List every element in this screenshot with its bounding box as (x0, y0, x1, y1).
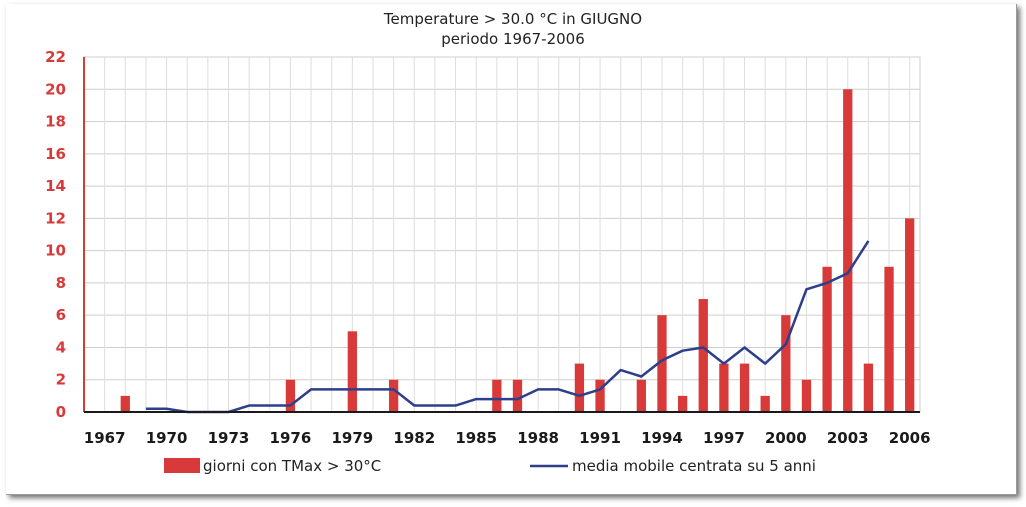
plot-border (83, 56, 921, 413)
bar (781, 315, 791, 412)
y-tick-label: 2 (56, 371, 66, 389)
y-tick-label: 0 (56, 403, 66, 421)
bar (905, 218, 915, 412)
chart-title: Temperature > 30.0 °C in GIUGNO (383, 10, 643, 28)
y-tick-label: 22 (45, 48, 66, 66)
x-tick-label: 1973 (208, 429, 250, 447)
y-tick-label: 16 (45, 145, 66, 163)
y-tick-label: 20 (45, 80, 66, 98)
legend-swatch-bars (164, 458, 200, 473)
y-tick-label: 8 (56, 274, 66, 292)
y-tick-label: 6 (56, 306, 66, 324)
bar (843, 89, 853, 412)
bar (512, 379, 523, 412)
bar (739, 363, 750, 412)
x-tick-label: 1970 (146, 429, 188, 447)
bar (760, 395, 770, 412)
y-tick-label: 4 (56, 338, 66, 356)
legend-label-bars: giorni con TMax > 30°C (203, 457, 381, 475)
bar (719, 363, 729, 412)
bar (574, 363, 585, 412)
legend-label-line: media mobile centrata su 5 anni (572, 457, 816, 475)
x-tick-label: 2000 (765, 429, 807, 447)
y-tick-label: 14 (45, 177, 66, 195)
x-tick-label: 1994 (641, 429, 683, 447)
bar (285, 379, 296, 412)
x-tick-label: 1976 (270, 429, 312, 447)
moving-average-line (145, 240, 870, 414)
bar (677, 395, 688, 412)
y-tick-label: 18 (45, 113, 66, 131)
bar (698, 299, 708, 412)
bar (822, 266, 832, 412)
y-tick-label: 12 (45, 209, 66, 227)
bar (636, 379, 646, 412)
bar (492, 379, 502, 412)
bar (863, 363, 874, 412)
bar (884, 266, 894, 412)
x-tick-label: 1997 (703, 429, 745, 447)
x-tick-label: 2003 (827, 429, 869, 447)
bar (347, 331, 357, 412)
x-tick-label: 1985 (455, 429, 497, 447)
bar (801, 379, 812, 412)
chart-subtitle: periodo 1967-2006 (441, 30, 585, 48)
bar (388, 379, 399, 412)
bar (120, 395, 130, 412)
bar (595, 379, 605, 412)
x-tick-label: 1979 (331, 429, 373, 447)
x-tick-label: 1988 (517, 429, 559, 447)
bar (657, 315, 667, 412)
x-tick-label: 1982 (393, 429, 435, 447)
y-tick-label: 10 (45, 242, 66, 260)
x-tick-label: 2006 (889, 429, 931, 447)
x-tick-label: 1991 (579, 429, 621, 447)
x-tick-label: 1967 (84, 429, 126, 447)
